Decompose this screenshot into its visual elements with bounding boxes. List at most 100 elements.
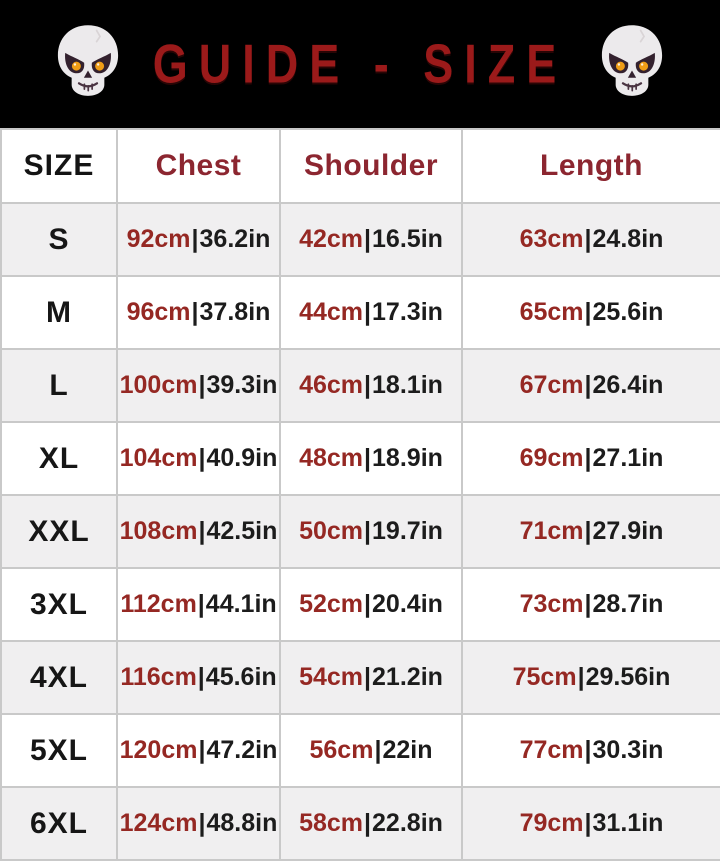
length-cm-value: 63cm: [519, 225, 584, 253]
chest-cell: 124cm | 48.8in: [118, 788, 281, 861]
chest-cm-value: 100cm: [119, 371, 198, 399]
value-separator: |: [198, 371, 206, 399]
value-separator: |: [198, 736, 206, 764]
shoulder-in-value: 21.2in: [372, 663, 443, 691]
length-cm-value: 79cm: [519, 809, 584, 837]
length-in-value: 25.6in: [592, 298, 664, 326]
length-in-value: 28.7in: [592, 590, 664, 618]
value-separator: |: [364, 663, 372, 691]
value-separator: |: [584, 517, 592, 545]
shoulder-in-value: 22.8in: [372, 809, 443, 837]
value-separator: |: [584, 809, 592, 837]
length-cell: 65cm | 25.6in: [463, 277, 720, 350]
length-in-value: 31.1in: [592, 809, 664, 837]
value-separator: |: [198, 809, 206, 837]
length-cm-value: 65cm: [519, 298, 584, 326]
shoulder-cell: 42cm | 16.5in: [281, 204, 463, 277]
value-separator: |: [197, 590, 205, 618]
value-separator: |: [584, 736, 592, 764]
shoulder-cm-value: 44cm: [299, 298, 364, 326]
chest-cell: 104cm | 40.9in: [118, 423, 281, 496]
value-separator: |: [364, 444, 372, 472]
value-separator: |: [191, 225, 199, 253]
length-cell: 69cm | 27.1in: [463, 423, 720, 496]
column-header-size: SIZE: [2, 130, 118, 204]
chest-in-value: 36.2in: [199, 225, 271, 253]
length-cell: 67cm | 26.4in: [463, 350, 720, 423]
chest-cm-value: 120cm: [119, 736, 198, 764]
value-separator: |: [198, 517, 206, 545]
length-cell: 71cm | 27.9in: [463, 496, 720, 569]
chest-cm-value: 116cm: [120, 663, 197, 691]
shoulder-cm-value: 54cm: [299, 663, 364, 691]
size-cell: M: [2, 277, 118, 350]
length-in-value: 26.4in: [592, 371, 664, 399]
value-separator: |: [364, 809, 372, 837]
table-row: XL 104cm | 40.9in 48cm | 18.9in 69cm | 27.1in: [2, 423, 720, 496]
length-in-value: 27.9in: [592, 517, 664, 545]
value-separator: |: [374, 736, 382, 764]
chest-in-value: 39.3in: [206, 371, 278, 399]
size-cell: 3XL: [2, 569, 118, 642]
value-separator: |: [364, 225, 372, 253]
shoulder-in-value: 16.5in: [372, 225, 443, 253]
chest-cell: 92cm | 36.2in: [118, 204, 281, 277]
length-cm-value: 73cm: [519, 590, 584, 618]
length-cm-value: 67cm: [519, 371, 584, 399]
length-cell: 77cm | 30.3in: [463, 715, 720, 788]
column-header-chest: Chest: [118, 130, 281, 204]
shoulder-cell: 54cm | 21.2in: [281, 642, 463, 715]
size-cell: 6XL: [2, 788, 118, 861]
shoulder-cell: 50cm | 19.7in: [281, 496, 463, 569]
chest-cell: 108cm | 42.5in: [118, 496, 281, 569]
table-header-row: SIZE Chest Shoulder Length: [2, 130, 720, 204]
skull-icon: [602, 25, 663, 96]
shoulder-in-value: 20.4in: [372, 590, 443, 618]
size-cell: 5XL: [2, 715, 118, 788]
shoulder-cm-value: 58cm: [299, 809, 364, 837]
column-header-length: Length: [463, 130, 720, 204]
length-in-value: 24.8in: [592, 225, 664, 253]
chest-cell: 100cm | 39.3in: [118, 350, 281, 423]
shoulder-in-value: 22in: [382, 736, 433, 764]
value-separator: |: [364, 590, 372, 618]
shoulder-in-value: 17.3in: [372, 298, 443, 326]
chest-cm-value: 112cm: [120, 590, 197, 618]
table-row: 3XL 112cm | 44.1in 52cm | 20.4in 73cm | 28.7in: [2, 569, 720, 642]
shoulder-cm-value: 56cm: [309, 736, 374, 764]
length-cm-value: 75cm: [512, 663, 577, 691]
shoulder-in-value: 18.1in: [372, 371, 443, 399]
chest-in-value: 47.2in: [206, 736, 278, 764]
chest-cell: 116cm | 45.6in: [118, 642, 281, 715]
length-cm-value: 69cm: [519, 444, 584, 472]
chest-cm-value: 104cm: [119, 444, 198, 472]
chest-in-value: 42.5in: [206, 517, 278, 545]
chest-cell: 120cm | 47.2in: [118, 715, 281, 788]
value-separator: |: [191, 298, 199, 326]
length-in-value: 29.56in: [585, 663, 671, 691]
shoulder-cell: 48cm | 18.9in: [281, 423, 463, 496]
chest-in-value: 44.1in: [205, 590, 277, 618]
shoulder-cell: 58cm | 22.8in: [281, 788, 463, 861]
length-cm-value: 71cm: [519, 517, 584, 545]
length-cell: 73cm | 28.7in: [463, 569, 720, 642]
chest-in-value: 45.6in: [205, 663, 277, 691]
length-in-value: 30.3in: [592, 736, 664, 764]
size-cell: XXL: [2, 496, 118, 569]
column-header-shoulder: Shoulder: [281, 130, 463, 204]
chest-cm-value: 96cm: [126, 298, 191, 326]
banner: GUIDE - SIZE: [0, 0, 720, 128]
length-cm-value: 77cm: [519, 736, 584, 764]
shoulder-cell: 56cm | 22in: [281, 715, 463, 788]
length-in-value: 27.1in: [592, 444, 664, 472]
size-cell: XL: [2, 423, 118, 496]
shoulder-cm-value: 46cm: [299, 371, 364, 399]
banner-title: GUIDE - SIZE: [152, 32, 568, 95]
size-cell: L: [2, 350, 118, 423]
shoulder-cm-value: 48cm: [299, 444, 364, 472]
value-separator: |: [364, 517, 372, 545]
value-separator: |: [584, 444, 592, 472]
length-cell: 79cm | 31.1in: [463, 788, 720, 861]
chest-cm-value: 92cm: [126, 225, 191, 253]
shoulder-cm-value: 50cm: [299, 517, 364, 545]
